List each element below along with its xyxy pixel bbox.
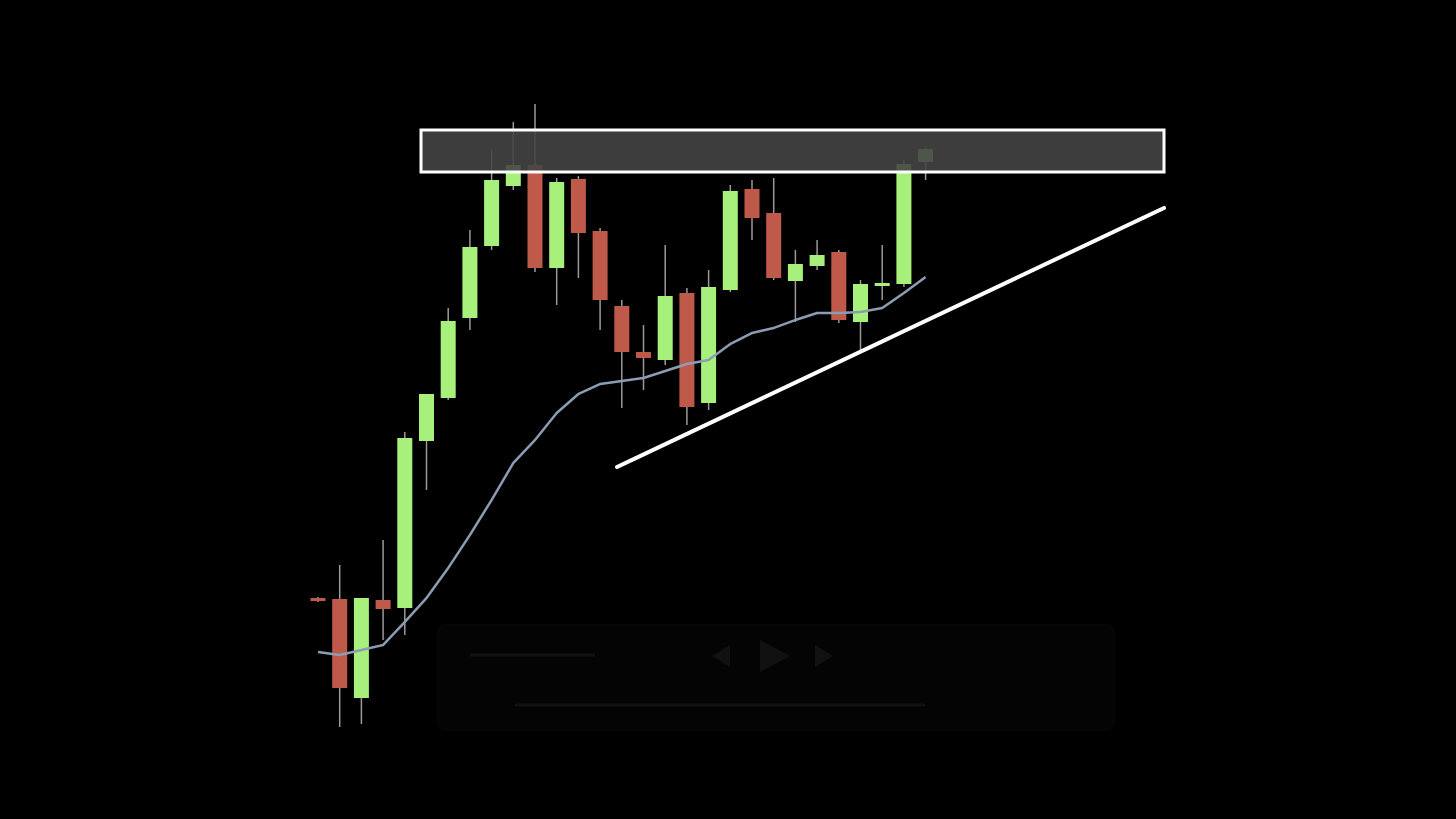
- candle-body: [353, 598, 369, 698]
- media-controls: [437, 624, 1115, 731]
- candle-body: [636, 352, 651, 358]
- candle-body: [831, 252, 847, 320]
- candle-body: [592, 231, 608, 300]
- candle-body: [722, 191, 738, 290]
- play-button[interactable]: [760, 640, 790, 672]
- moving-average-line: [317, 275, 927, 657]
- forward-button[interactable]: [815, 645, 833, 667]
- candle-body: [549, 182, 565, 268]
- candle-body: [419, 394, 434, 441]
- candle-body: [527, 165, 543, 268]
- candle-body: [874, 283, 890, 286]
- candle-body: [744, 189, 760, 218]
- candle-body: [310, 598, 326, 601]
- resistance-zone: [419, 128, 1166, 174]
- candle-body: [614, 306, 630, 352]
- candle-body: [853, 284, 868, 322]
- candle-body: [787, 264, 803, 281]
- rewind-button[interactable]: [712, 645, 730, 667]
- candle-body: [375, 600, 391, 609]
- trend-line: [615, 206, 1166, 469]
- candle-body: [896, 164, 912, 284]
- candle-body: [440, 321, 456, 398]
- candle-body: [657, 296, 673, 360]
- controls-panel: [437, 624, 1115, 731]
- candle-body: [766, 213, 782, 278]
- candle-body: [332, 599, 348, 688]
- plot-area: [310, 104, 934, 727]
- candle-body: [462, 247, 478, 318]
- candle-body: [397, 438, 413, 608]
- candle-body: [679, 293, 695, 407]
- candle-body: [701, 287, 717, 403]
- candle-body: [809, 255, 825, 266]
- candle-body: [570, 179, 586, 233]
- candle-body: [484, 180, 500, 246]
